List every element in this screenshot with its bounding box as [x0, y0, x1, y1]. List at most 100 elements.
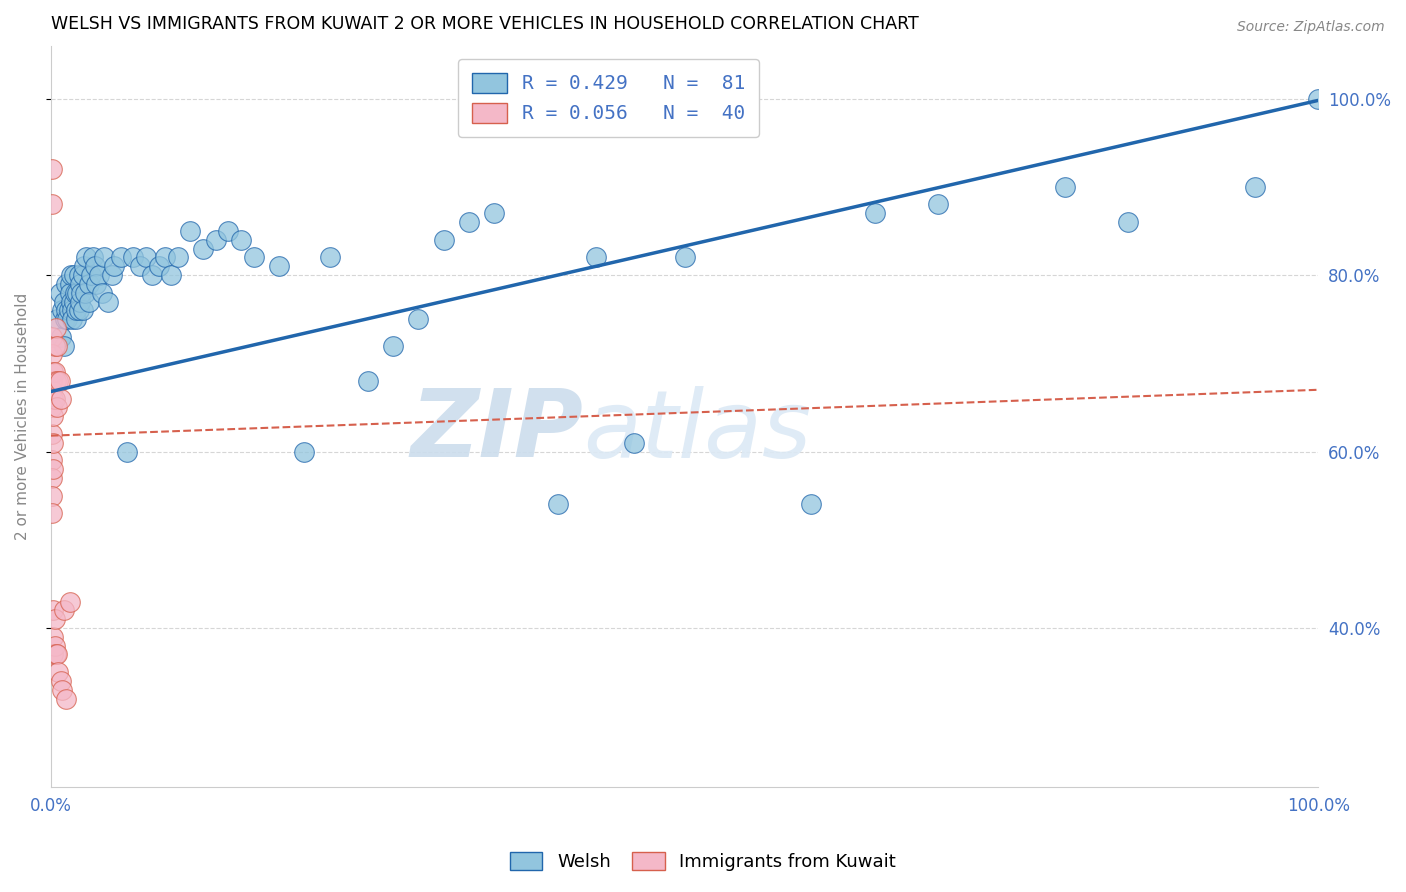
Point	[103, 259, 125, 273]
Point	[63, 285, 86, 300]
Point	[41, 347, 63, 361]
Point	[623, 435, 645, 450]
Point	[100, 268, 122, 282]
Point	[160, 268, 183, 282]
Point	[115, 444, 138, 458]
Point	[927, 197, 949, 211]
Point	[60, 268, 83, 282]
Point	[292, 444, 315, 458]
Point	[42, 630, 65, 644]
Point	[90, 285, 112, 300]
Point	[585, 251, 607, 265]
Point	[45, 648, 67, 662]
Legend: Welsh, Immigrants from Kuwait: Welsh, Immigrants from Kuwait	[503, 845, 903, 879]
Point	[41, 374, 63, 388]
Point	[42, 392, 65, 406]
Point	[52, 603, 75, 617]
Point	[141, 268, 163, 282]
Point	[547, 498, 569, 512]
Text: ZIP: ZIP	[411, 385, 583, 477]
Point	[41, 426, 63, 441]
Point	[166, 251, 188, 265]
Point	[66, 285, 89, 300]
Point	[45, 321, 67, 335]
Point	[45, 374, 67, 388]
Point	[42, 365, 65, 379]
Point	[357, 374, 380, 388]
Point	[41, 162, 63, 177]
Point	[65, 303, 87, 318]
Point	[73, 285, 96, 300]
Point	[484, 206, 506, 220]
Point	[458, 215, 481, 229]
Point	[42, 603, 65, 617]
Point	[70, 285, 93, 300]
Point	[863, 206, 886, 220]
Point	[51, 682, 73, 697]
Point	[122, 251, 145, 265]
Point	[41, 330, 63, 344]
Text: Source: ZipAtlas.com: Source: ZipAtlas.com	[1237, 20, 1385, 34]
Point	[60, 312, 83, 326]
Point	[41, 197, 63, 211]
Point	[42, 435, 65, 450]
Point	[153, 251, 176, 265]
Point	[242, 251, 264, 265]
Point	[128, 259, 150, 273]
Point	[49, 330, 72, 344]
Point	[51, 303, 73, 318]
Point	[60, 303, 83, 318]
Point	[41, 401, 63, 415]
Point	[41, 489, 63, 503]
Point	[48, 665, 70, 680]
Point	[73, 259, 96, 273]
Point	[1053, 179, 1076, 194]
Point	[60, 294, 83, 309]
Point	[52, 339, 75, 353]
Point	[44, 365, 66, 379]
Point	[86, 277, 108, 291]
Point	[46, 312, 69, 326]
Point	[82, 251, 104, 265]
Point	[48, 374, 70, 388]
Point	[191, 242, 214, 256]
Point	[55, 691, 77, 706]
Point	[58, 303, 80, 318]
Point	[179, 224, 201, 238]
Point	[72, 303, 94, 318]
Point	[135, 251, 157, 265]
Point	[46, 648, 69, 662]
Point	[42, 409, 65, 424]
Point	[77, 277, 100, 291]
Point	[110, 251, 132, 265]
Point	[44, 639, 66, 653]
Point	[69, 294, 91, 309]
Point	[52, 294, 75, 309]
Legend: R = 0.429   N =  81, R = 0.056   N =  40: R = 0.429 N = 81, R = 0.056 N = 40	[458, 59, 759, 137]
Point	[46, 339, 69, 353]
Point	[46, 401, 69, 415]
Point	[49, 673, 72, 688]
Point	[53, 312, 76, 326]
Point	[229, 233, 252, 247]
Point	[44, 392, 66, 406]
Point	[204, 233, 226, 247]
Point	[65, 312, 87, 326]
Point	[41, 453, 63, 467]
Y-axis label: 2 or more Vehicles in Household: 2 or more Vehicles in Household	[15, 293, 30, 540]
Point	[59, 285, 82, 300]
Point	[55, 303, 77, 318]
Point	[93, 251, 115, 265]
Point	[62, 268, 84, 282]
Point	[87, 268, 110, 282]
Point	[56, 312, 79, 326]
Point	[97, 294, 120, 309]
Point	[148, 259, 170, 273]
Point	[44, 612, 66, 626]
Point	[408, 312, 430, 326]
Point	[48, 374, 70, 388]
Point	[42, 462, 65, 476]
Point	[62, 294, 84, 309]
Point	[55, 277, 77, 291]
Point	[80, 268, 103, 282]
